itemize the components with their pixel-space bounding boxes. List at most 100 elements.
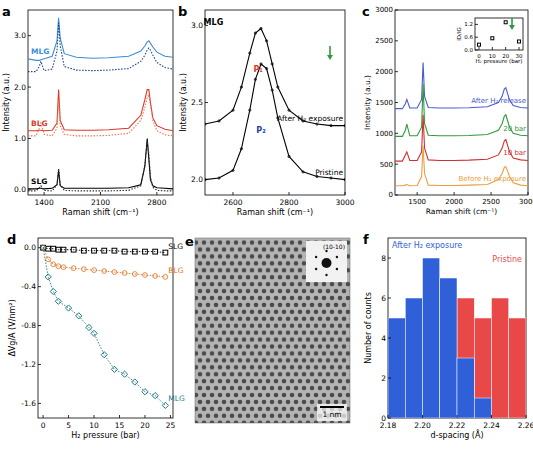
y-tick [205, 179, 208, 180]
series-line [395, 62, 528, 108]
marker [143, 273, 148, 278]
marker [61, 247, 66, 252]
panel-label: a [2, 4, 11, 19]
x-tick-label: 2.26 [518, 421, 533, 430]
marker [102, 248, 107, 253]
series-line [28, 23, 173, 72]
y-tick-label: 2.0 [191, 175, 203, 184]
plot-frame [388, 238, 526, 418]
marker [478, 43, 481, 46]
marker [277, 86, 279, 88]
series-line [28, 95, 173, 136]
panel-label: d [7, 232, 16, 247]
marker [51, 246, 56, 251]
y-tick-label: -0.4 [21, 282, 36, 291]
marker [56, 264, 61, 269]
x-tick-label: 10 [89, 421, 99, 430]
x-tick [388, 415, 389, 418]
x-tick [94, 415, 95, 418]
tem-image [195, 238, 350, 423]
x-tick [422, 415, 423, 418]
x-tick-label: 1400 [35, 198, 54, 207]
annotation: P₁ [254, 65, 264, 74]
x-tick [289, 192, 290, 195]
series-label: Pristine [315, 168, 343, 177]
plot-area [395, 62, 528, 185]
plot-frame [395, 10, 528, 195]
marker [50, 288, 56, 294]
scale-bar-label: 1 nm [322, 410, 341, 419]
panel-label: e [185, 234, 194, 249]
x-tick [479, 47, 480, 50]
x-axis-label: H₂ pressure (bar) [71, 431, 139, 440]
marker [45, 274, 51, 280]
x-tick [100, 192, 101, 195]
y-tick [28, 138, 31, 139]
y-tick-label: 6 [381, 294, 386, 303]
marker [112, 270, 117, 275]
marker [152, 393, 158, 399]
y-tick-label: 1000 [375, 130, 393, 138]
y-tick-label: 0.0 [24, 243, 36, 252]
marker [153, 274, 158, 279]
hist-bar [492, 418, 509, 419]
marker [316, 123, 318, 125]
series-line [395, 146, 528, 186]
marker [51, 262, 56, 267]
y-axis-label: ΔVg/A (V/nm²) [8, 299, 17, 356]
marker [163, 250, 168, 255]
marker [240, 148, 242, 150]
series-label: SLG [31, 177, 47, 186]
plot-area [40, 245, 169, 409]
marker [143, 249, 148, 254]
x-tick [528, 192, 529, 195]
series-label: BLG [31, 119, 48, 128]
y-tick [388, 418, 391, 419]
x-tick-label: 2500 [482, 198, 500, 206]
series-line [395, 115, 528, 161]
x-tick [491, 192, 492, 195]
marker [504, 21, 507, 24]
x-tick [44, 192, 45, 195]
y-tick-label: -0.8 [21, 321, 36, 330]
marker [56, 247, 61, 252]
y-tick-label: 2000 [375, 68, 393, 76]
marker [491, 37, 494, 40]
x-tick [492, 47, 493, 50]
marker [518, 40, 521, 43]
marker [46, 257, 51, 262]
y-tick [28, 189, 31, 190]
plot-area [205, 27, 345, 180]
x-tick [454, 192, 455, 195]
y-tick [38, 247, 41, 248]
hist-bar [388, 318, 405, 418]
x-tick [505, 47, 506, 50]
x-tick [526, 415, 527, 418]
y-tick-label: 2500 [375, 37, 393, 45]
series-label: BLG [168, 266, 183, 275]
hist-bar [423, 258, 440, 418]
y-axis-label: ID/IG [456, 27, 462, 41]
y-tick [388, 378, 391, 379]
x-axis-label: Raman shift (cm⁻¹) [237, 208, 313, 217]
x-tick-label: 3000 [519, 198, 533, 206]
marker [271, 89, 273, 91]
y-tick [475, 24, 478, 25]
hist-bar [509, 318, 526, 418]
scale-bar [320, 406, 344, 408]
series-line [205, 64, 345, 180]
marker [102, 269, 107, 274]
series-label: MLG [168, 394, 185, 403]
x-tick-label: 20 [140, 421, 150, 430]
x-tick-label: 2.24 [483, 421, 500, 430]
series-line [395, 84, 528, 136]
marker [122, 249, 127, 254]
x-axis-label: Raman shift (cm⁻¹) [426, 207, 498, 216]
x-tick-label: 2600 [223, 198, 242, 207]
hist-bar [509, 418, 526, 419]
marker [132, 249, 137, 254]
marker [344, 178, 345, 180]
marker [81, 267, 86, 272]
x-tick [119, 415, 120, 418]
marker [112, 248, 117, 253]
